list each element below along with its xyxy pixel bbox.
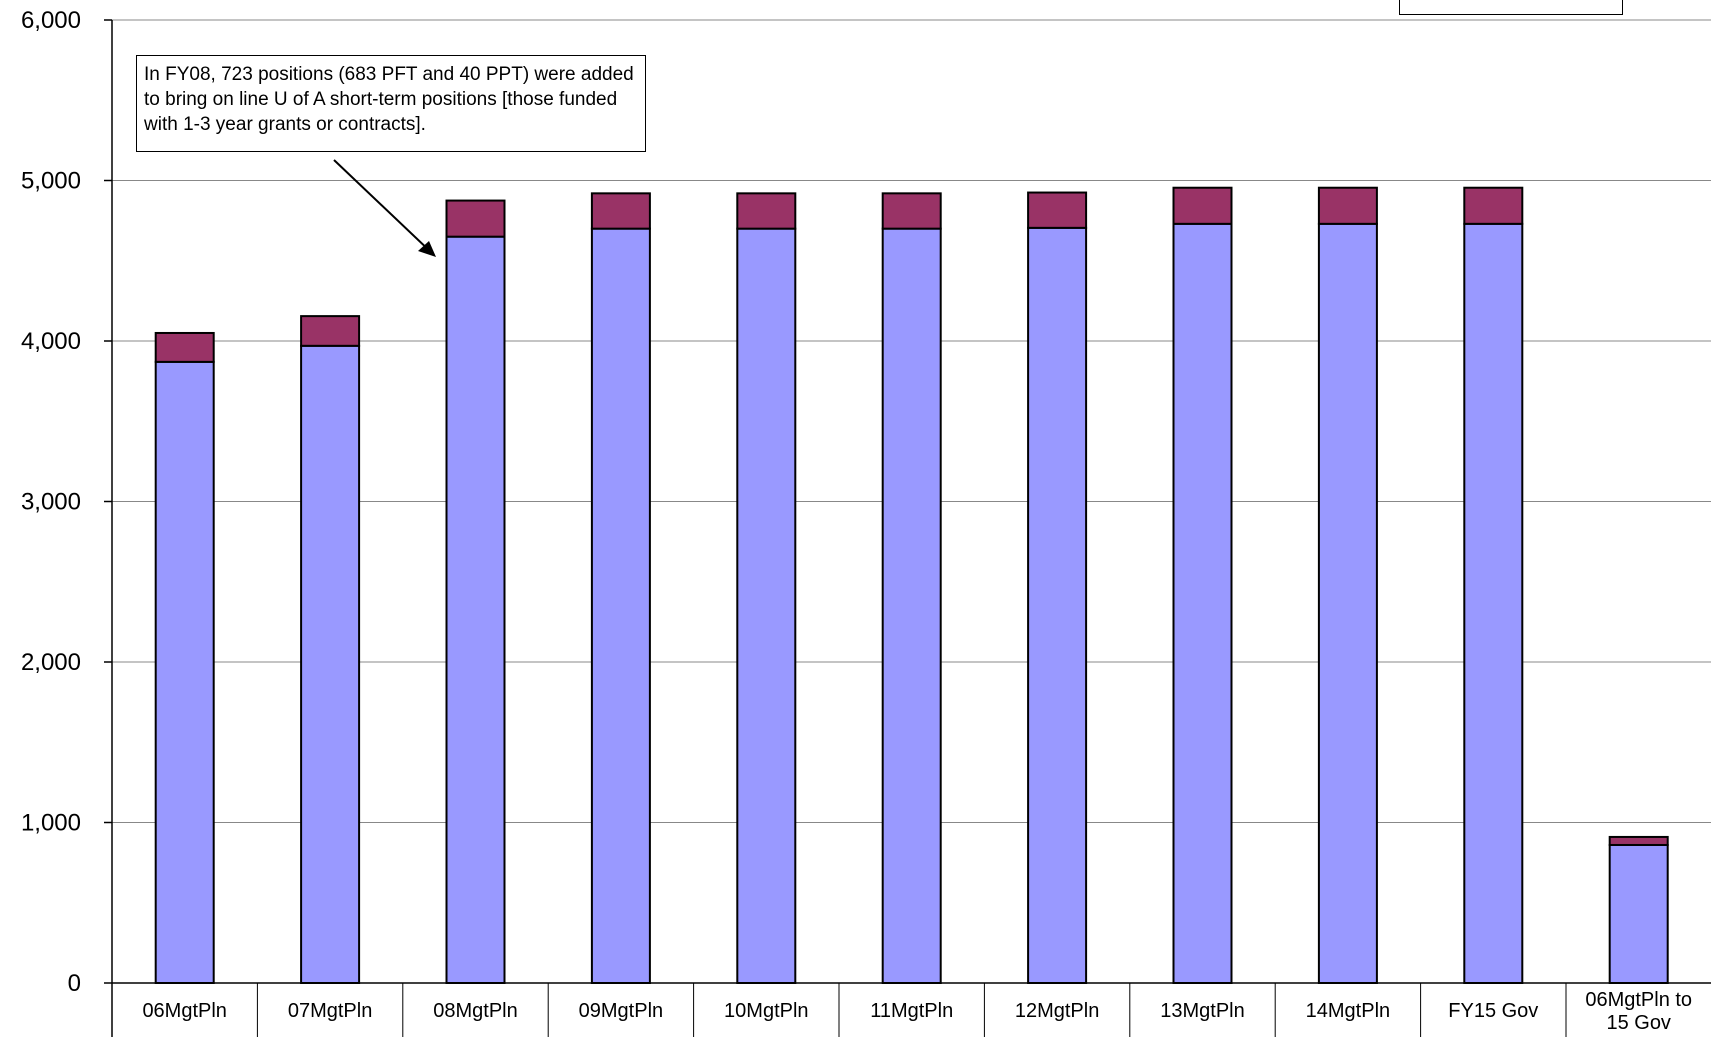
bar-segment-series-1 — [1463, 222, 1524, 984]
tick-labels: 0 1,000 2,000 3,000 4,000 5,000 6,000 06MgtPln 0… — [21, 7, 1692, 1034]
x-tick-label: 14MgtPln — [1306, 1000, 1391, 1022]
y-tick-label: 3,000 — [21, 489, 81, 516]
x-tick-label: 12MgtPln — [1015, 1000, 1100, 1022]
x-tick-label: 07MgtPln — [288, 1000, 373, 1022]
legend-box — [1399, 0, 1623, 15]
bar-segment-series-1 — [1608, 843, 1669, 984]
axes — [104, 19, 1711, 1037]
bar-segment-series-2 — [736, 192, 797, 230]
bar-segment-series-2 — [300, 315, 361, 347]
x-tick-label: FY15 Gov — [1448, 1000, 1538, 1022]
x-tick-label: 10MgtPln — [724, 1000, 809, 1022]
bar-segment-series-2 — [1172, 186, 1233, 225]
bar-segment-series-2 — [1608, 835, 1669, 846]
bar-segment-series-1 — [1172, 222, 1233, 984]
bar-segment-series-1 — [736, 227, 797, 984]
x-tick-label: 09MgtPln — [579, 1000, 664, 1022]
annotation-text: In FY08, 723 positions (683 PFT and 40 P… — [136, 55, 646, 152]
y-tick-label: 5,000 — [21, 168, 81, 195]
bars — [154, 186, 1669, 985]
x-tick-label: 08MgtPln — [433, 1000, 518, 1022]
bar-segment-series-1 — [445, 235, 506, 985]
x-tick-label: 06MgtPln — [142, 1000, 227, 1022]
x-tick-label: 13MgtPln — [1160, 1000, 1245, 1022]
annotation-arrow — [333, 159, 436, 257]
bar-segment-series-1 — [1027, 226, 1088, 985]
bar-segment-series-2 — [590, 192, 651, 230]
y-tick-label: 1,000 — [21, 810, 81, 837]
y-tick-label: 6,000 — [21, 7, 81, 34]
bar-segment-series-1 — [590, 227, 651, 984]
bar-segment-series-1 — [154, 360, 215, 984]
bar-segment-series-2 — [1463, 186, 1524, 225]
x-tick-label: 06MgtPln to 15 Gov — [1585, 989, 1692, 1034]
bar-segment-series-1 — [1317, 222, 1378, 984]
y-tick-label: 2,000 — [21, 649, 81, 676]
bar-segment-series-1 — [300, 344, 361, 984]
bar-segment-series-1 — [881, 227, 942, 984]
bar-segment-series-2 — [881, 192, 942, 230]
y-tick-label: 0 — [68, 970, 81, 997]
bar-segment-series-2 — [1027, 191, 1088, 229]
x-tick-label: 11MgtPln — [870, 1000, 953, 1022]
bar-segment-series-2 — [1317, 186, 1378, 225]
bar-segment-series-2 — [445, 199, 506, 238]
y-tick-label: 4,000 — [21, 328, 81, 355]
bar-segment-series-2 — [154, 331, 215, 363]
